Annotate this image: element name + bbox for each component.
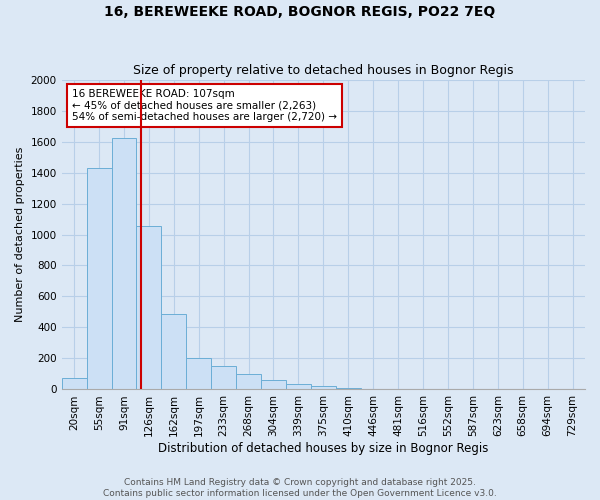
Bar — [261, 380, 286, 390]
Bar — [136, 226, 161, 390]
Bar — [62, 378, 86, 390]
Text: 16 BEREWEEKE ROAD: 107sqm
← 45% of detached houses are smaller (2,263)
54% of se: 16 BEREWEEKE ROAD: 107sqm ← 45% of detac… — [72, 89, 337, 122]
X-axis label: Distribution of detached houses by size in Bognor Regis: Distribution of detached houses by size … — [158, 442, 488, 455]
Bar — [286, 384, 311, 390]
Bar — [112, 138, 136, 390]
Bar — [211, 366, 236, 390]
Bar — [361, 388, 386, 390]
Bar — [186, 358, 211, 390]
Text: Contains HM Land Registry data © Crown copyright and database right 2025.
Contai: Contains HM Land Registry data © Crown c… — [103, 478, 497, 498]
Title: Size of property relative to detached houses in Bognor Regis: Size of property relative to detached ho… — [133, 64, 514, 77]
Bar — [161, 314, 186, 390]
Bar — [311, 386, 336, 390]
Text: 16, BEREWEEKE ROAD, BOGNOR REGIS, PO22 7EQ: 16, BEREWEEKE ROAD, BOGNOR REGIS, PO22 7… — [104, 5, 496, 19]
Bar — [86, 168, 112, 390]
Bar — [336, 388, 361, 390]
Y-axis label: Number of detached properties: Number of detached properties — [15, 147, 25, 322]
Bar — [236, 374, 261, 390]
